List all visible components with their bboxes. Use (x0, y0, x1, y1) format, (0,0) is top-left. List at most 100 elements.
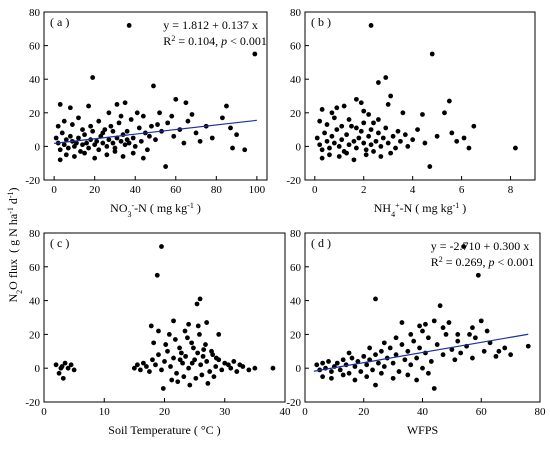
y-axis-label: N2O flux( g N ha-1 d-1) (6, 187, 24, 302)
data-point (156, 352, 161, 358)
panel-label: ( a ) (50, 15, 69, 29)
data-point (425, 370, 431, 376)
data-point (417, 345, 422, 351)
data-point (194, 301, 200, 307)
data-point (493, 353, 499, 359)
data-point (209, 348, 214, 354)
data-point (452, 357, 458, 363)
data-point (405, 144, 411, 149)
data-point (425, 335, 431, 341)
data-point (68, 362, 74, 368)
y-tick-label: 40 (290, 296, 302, 308)
data-point (371, 120, 376, 126)
data-point (198, 362, 204, 368)
data-point (368, 23, 374, 28)
data-point (106, 137, 112, 143)
data-point (402, 357, 408, 363)
data-point (429, 51, 435, 57)
data-point (471, 123, 477, 129)
data-point (378, 370, 384, 376)
data-point (428, 359, 434, 364)
x-axis-label: NO3--N ( mg kg-1 ) (110, 201, 201, 219)
data-point (53, 135, 59, 141)
regression-stats: R2 = 0.104, p < 0.001 (163, 34, 267, 49)
data-point (234, 369, 240, 374)
regression-line (54, 119, 257, 144)
y-tick-label: 0 (296, 363, 302, 375)
data-point (336, 154, 342, 159)
data-point (373, 382, 378, 388)
data-point (417, 323, 422, 329)
data-point (351, 157, 357, 163)
data-point (168, 364, 173, 369)
data-point (396, 369, 402, 374)
x-tick-label: 30 (219, 406, 231, 418)
data-point (376, 117, 381, 122)
data-point (112, 149, 118, 154)
data-point (420, 112, 425, 117)
data-point (399, 320, 405, 325)
y-tick-label: 60 (290, 262, 302, 274)
x-tick-label: 40 (280, 406, 292, 418)
data-point (373, 138, 379, 144)
data-point (352, 377, 358, 383)
data-point (502, 345, 508, 351)
plot-frame (304, 11, 536, 181)
y-tick-label: 60 (29, 262, 41, 274)
x-tick-label: 0 (312, 184, 318, 196)
data-point (82, 150, 87, 156)
data-point (175, 379, 181, 385)
data-point (165, 120, 171, 126)
data-point (222, 360, 228, 366)
scatter-panel-2: 0 2 4 6 8 -20 0 20 40 60 80 ( b ) NH4+-N ( mg kg-1 ) (286, 7, 536, 219)
data-point (55, 123, 61, 129)
data-point (189, 360, 195, 366)
data-point (329, 369, 334, 374)
data-point (440, 352, 446, 358)
data-point (197, 296, 203, 302)
data-point (62, 360, 68, 366)
data-point (169, 113, 175, 119)
data-point (213, 364, 219, 369)
data-point (193, 375, 199, 381)
data-point (128, 117, 134, 122)
data-point (189, 340, 195, 346)
y-tick-label: 20 (290, 108, 302, 120)
data-point (449, 130, 455, 136)
data-point (106, 110, 112, 116)
data-point (344, 132, 349, 138)
x-tick-label: 20 (159, 406, 171, 418)
data-point (213, 355, 219, 361)
x-axis-label: NH4+-N ( mg kg-1 ) (374, 201, 467, 219)
data-point (178, 350, 184, 356)
data-point (200, 353, 206, 359)
data-point (203, 342, 208, 347)
data-point (461, 244, 467, 249)
panel-label: ( d ) (311, 236, 331, 250)
data-point (431, 318, 437, 324)
data-point (513, 145, 518, 151)
data-point (151, 340, 157, 346)
data-point (434, 342, 440, 347)
x-tick-label: 0 (51, 184, 57, 196)
data-point (408, 362, 414, 368)
data-point (197, 332, 202, 337)
data-point (122, 142, 128, 148)
data-point (368, 127, 374, 132)
data-point (327, 145, 332, 151)
data-point (90, 128, 96, 134)
data-point (181, 140, 187, 146)
data-point (349, 355, 355, 361)
data-point (361, 140, 367, 146)
data-point (132, 144, 138, 149)
data-point (525, 343, 531, 349)
data-point (340, 357, 346, 363)
data-point (134, 110, 140, 116)
data-point (334, 360, 340, 366)
data-point (446, 320, 452, 325)
data-point (126, 23, 132, 28)
data-point (131, 365, 137, 371)
data-point (322, 130, 327, 136)
data-point (449, 347, 455, 353)
data-point (122, 100, 128, 106)
